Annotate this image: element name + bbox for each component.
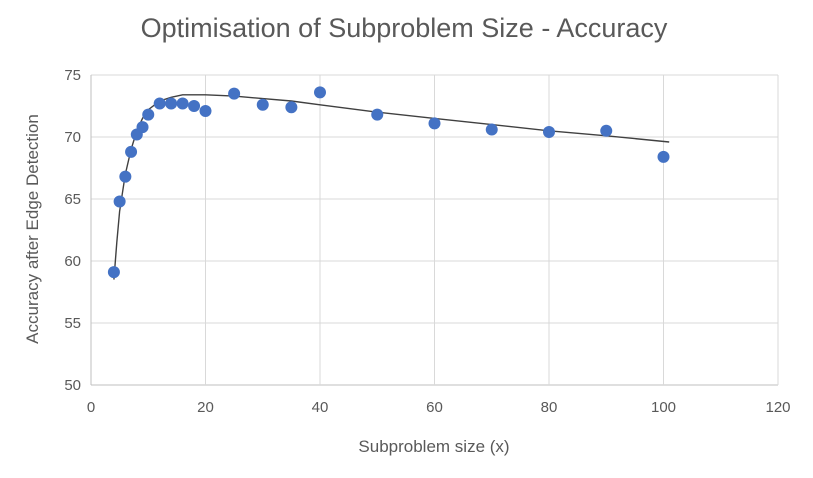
chart-title: Optimisation of Subproblem Size - Accura… xyxy=(141,13,668,43)
data-point xyxy=(485,123,498,136)
y-tick-label: 55 xyxy=(64,315,81,332)
x-tick-label: 20 xyxy=(197,399,214,416)
data-point xyxy=(428,117,441,130)
x-tick-label: 40 xyxy=(312,399,329,416)
data-point xyxy=(600,124,613,137)
data-points xyxy=(107,86,670,279)
y-tick-label: 50 xyxy=(64,377,81,394)
y-tick-label: 75 xyxy=(64,67,81,84)
y-tick-label: 65 xyxy=(64,191,81,208)
data-point xyxy=(107,266,120,279)
data-point xyxy=(199,104,212,117)
x-tick-label: 0 xyxy=(87,399,95,416)
x-tick-label: 60 xyxy=(426,399,443,416)
x-tick-label: 120 xyxy=(765,399,790,416)
x-axis-label: Subproblem size (x) xyxy=(358,437,509,456)
trend-line xyxy=(113,94,670,280)
data-point xyxy=(256,98,269,111)
data-point xyxy=(371,108,384,121)
data-point xyxy=(657,150,670,163)
data-point xyxy=(285,101,298,114)
data-point xyxy=(188,100,201,112)
data-point xyxy=(119,170,132,183)
data-point xyxy=(314,86,326,99)
data-point xyxy=(125,145,138,158)
data-point xyxy=(153,97,166,110)
x-tick-label: 80 xyxy=(541,399,558,416)
data-point xyxy=(228,87,241,100)
y-tick-label: 60 xyxy=(64,253,81,270)
data-point xyxy=(142,108,155,121)
data-point xyxy=(136,121,149,134)
data-point xyxy=(176,97,189,110)
data-point xyxy=(113,195,126,208)
tick-labels: 50 55 60 65 70 75 0 20 40 60 80 100 120 xyxy=(64,67,790,416)
data-point xyxy=(543,126,555,139)
y-tick-label: 70 xyxy=(64,129,81,146)
x-tick-label: 100 xyxy=(651,399,676,416)
data-point xyxy=(165,97,178,110)
y-axis-label: Accuracy after Edge Detection xyxy=(23,114,42,344)
